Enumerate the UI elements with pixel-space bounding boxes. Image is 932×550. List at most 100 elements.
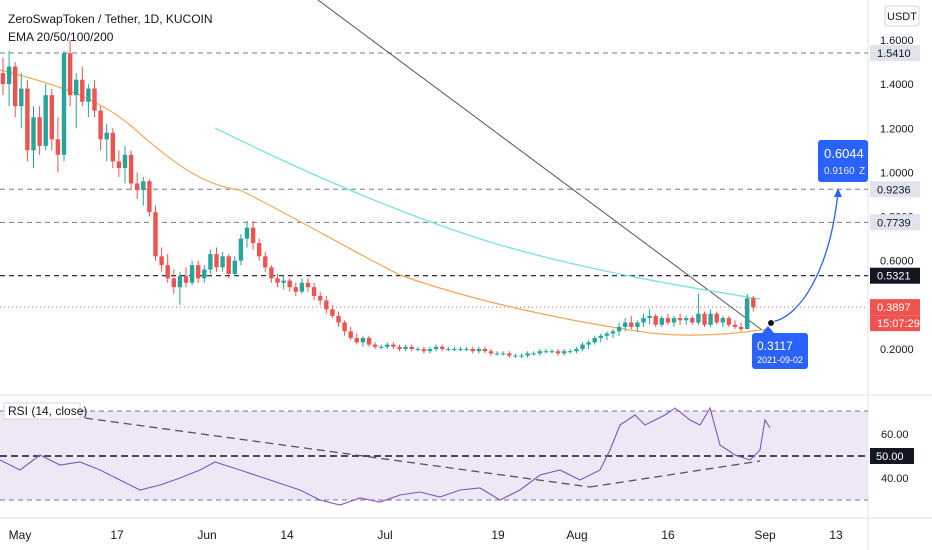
candle-body — [141, 181, 146, 191]
candle-body — [257, 243, 262, 257]
candle-body — [311, 287, 317, 297]
candle-body — [183, 276, 189, 283]
candle-body — [189, 265, 195, 283]
candle-body — [92, 88, 97, 111]
candle-body — [433, 346, 439, 349]
price-badge — [870, 214, 920, 231]
time-axis-label: 13 — [829, 528, 843, 542]
candle-body — [738, 326, 744, 330]
candle-body — [549, 351, 555, 353]
candle-body — [409, 346, 414, 349]
symbol-title[interactable]: ZeroSwapToken / Tether, 1D, KUCOIN — [8, 12, 213, 26]
candle-body — [19, 88, 24, 107]
candle-body — [287, 280, 292, 288]
price-badge — [870, 181, 920, 198]
candle-body — [690, 318, 695, 323]
currency-button[interactable] — [884, 5, 920, 27]
time-axis-label: 17 — [110, 528, 124, 542]
candle-body — [458, 349, 463, 350]
candle-body — [269, 267, 274, 279]
candle-body — [147, 181, 152, 213]
candle-body — [501, 353, 506, 355]
candle-body — [171, 278, 176, 288]
candle-body — [635, 322, 640, 327]
price-tick-label: 0.6000 — [880, 256, 914, 268]
candle-body — [702, 313, 707, 325]
price-badge-label: 0.5321 — [877, 271, 911, 283]
candle-body — [43, 95, 48, 146]
candle-body — [543, 351, 549, 353]
candle-body — [397, 346, 402, 349]
candle-body — [568, 351, 573, 353]
price-badge-label: 0.9236 — [877, 184, 911, 196]
candle-body — [598, 335, 603, 338]
price-tick-label: 1.6000 — [880, 35, 914, 47]
candle-body — [80, 79, 85, 102]
candle-body — [647, 315, 652, 319]
candle-body — [220, 256, 225, 268]
candle-body — [751, 298, 756, 308]
candle-body — [708, 313, 713, 325]
candle-body — [324, 300, 329, 310]
candle-body — [86, 88, 91, 102]
time-axis-label: May — [9, 528, 32, 542]
candle-body — [696, 313, 701, 323]
candle-body — [476, 349, 481, 352]
candle-body — [330, 309, 335, 316]
candle-body — [37, 117, 42, 146]
target-callout[interactable] — [818, 140, 868, 182]
currency-button-label: USDT — [887, 11, 917, 23]
candle-body — [299, 282, 305, 292]
price-badge — [870, 45, 920, 62]
candle-body — [202, 269, 207, 279]
candle-body — [360, 337, 366, 343]
candle-body — [659, 318, 664, 325]
candle-body — [671, 318, 677, 323]
candle-body — [238, 238, 244, 261]
candle-body — [135, 183, 140, 191]
target-callout-sub2: Z — [859, 166, 865, 177]
candle-body — [159, 256, 164, 266]
candle-body — [629, 322, 634, 327]
candle-body — [562, 351, 567, 354]
rsi-tick-label: 60.00 — [881, 429, 909, 441]
candle-body — [427, 349, 433, 352]
candle-body — [641, 318, 646, 323]
target-callout-value: 0.6044 ( — [824, 146, 872, 161]
candle-body — [165, 265, 170, 279]
rsi-label-box[interactable] — [3, 402, 81, 420]
candle-body — [263, 256, 268, 268]
candle-body — [372, 344, 378, 347]
projection-curve — [770, 191, 839, 323]
low-callout[interactable] — [752, 333, 808, 369]
rsi-trend-line — [589, 460, 761, 488]
price-tick-label: 1.0000 — [880, 167, 914, 179]
candle-body — [196, 265, 201, 279]
price-badge-label: 1.5410 — [877, 48, 911, 60]
indicator-legend[interactable]: EMA 20/50/100/200 — [8, 30, 114, 44]
candle-body — [250, 227, 256, 244]
rsi-line — [0, 406, 771, 506]
candle-body — [366, 337, 372, 345]
candle-body — [507, 353, 512, 356]
candle-body — [244, 227, 250, 239]
candle-body — [293, 287, 298, 292]
candle-body — [592, 337, 597, 343]
price-badge — [870, 299, 920, 316]
ema-cyan-line — [214, 127, 761, 300]
time-axis-label: Aug — [566, 528, 587, 542]
candle-body — [732, 324, 738, 327]
candle-body — [403, 346, 408, 349]
price-tick-label: 1.4000 — [880, 79, 914, 91]
price-badge — [870, 315, 920, 332]
target-callout-sub: 0.9160 — [824, 166, 855, 177]
candle-body — [574, 349, 579, 352]
candle-body — [318, 296, 323, 301]
candle-body — [226, 256, 231, 274]
price-badge-label: 15:07:29 — [877, 318, 920, 330]
candle-body — [513, 355, 518, 357]
price-tick-label: 1.2000 — [880, 123, 914, 135]
candle-body — [610, 331, 616, 334]
